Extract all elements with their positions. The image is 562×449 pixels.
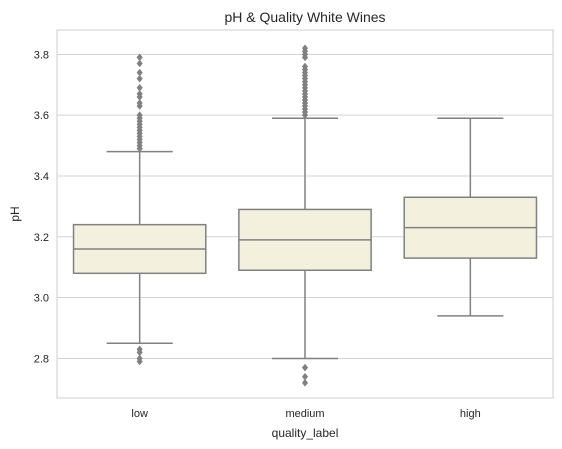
- x-tick-label-medium: medium: [285, 408, 324, 420]
- y-tick-labels: 2.8 3.0 3.2 3.4 3.6 3.8: [34, 49, 49, 365]
- y-tick-label: 3.8: [34, 49, 49, 61]
- y-tick-label: 3.0: [34, 293, 49, 305]
- x-tick-label-high: high: [460, 408, 481, 420]
- y-tick-label: 3.2: [34, 232, 49, 244]
- chart-title: pH & Quality White Wines: [224, 9, 385, 25]
- y-tick-label: 3.6: [34, 110, 49, 122]
- x-tick-label-low: low: [131, 408, 148, 420]
- y-tick-label: 2.8: [34, 353, 49, 365]
- x-axis-label: quality_label: [272, 426, 339, 440]
- y-axis-label: pH: [8, 206, 22, 221]
- x-tick-labels: low medium high: [131, 408, 480, 420]
- y-tick-label: 3.4: [34, 171, 49, 183]
